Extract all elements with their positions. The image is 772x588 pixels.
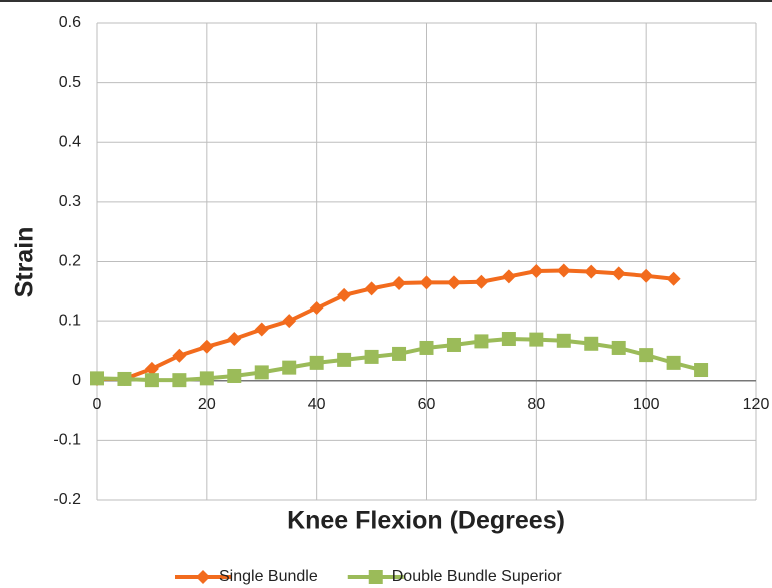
- data-point: [446, 275, 461, 290]
- data-point: [254, 365, 269, 380]
- data-point: [337, 287, 352, 302]
- data-point: [639, 268, 654, 283]
- data-point: [282, 314, 297, 329]
- x-tick-label: 80: [527, 396, 545, 413]
- x-tick-label: 120: [743, 396, 770, 413]
- series-line: [97, 268, 674, 381]
- data-point: [419, 275, 434, 290]
- legend-marker: [368, 570, 383, 584]
- x-tick-label: 40: [308, 396, 326, 413]
- data-point: [584, 264, 599, 279]
- data-point: [309, 301, 324, 316]
- y-tick-label: 0.6: [59, 14, 81, 31]
- x-tick-label: 100: [633, 396, 660, 413]
- data-point: [227, 332, 242, 347]
- legend-label: Double Bundle Superior: [392, 568, 563, 585]
- y-tick-label: 0: [72, 372, 81, 389]
- data-point: [392, 346, 407, 361]
- data-point: [529, 264, 544, 279]
- legend-label: Single Bundle: [219, 568, 318, 585]
- y-tick-label: 0.5: [59, 74, 81, 91]
- legend-marker: [196, 570, 210, 584]
- data-point: [144, 361, 159, 376]
- data-point: [144, 373, 159, 388]
- data-point: [556, 333, 571, 348]
- data-point: [282, 360, 297, 375]
- x-tick-label: 0: [93, 396, 102, 413]
- y-tick-label: 0.3: [59, 193, 81, 210]
- data-point: [611, 340, 626, 355]
- data-point: [611, 266, 626, 281]
- x-axis-label: Knee Flexion (Degrees): [287, 507, 565, 535]
- y-tick-label: -0.2: [53, 491, 81, 508]
- data-point: [419, 340, 434, 355]
- data-point: [556, 263, 571, 278]
- data-point: [584, 336, 599, 351]
- x-tick-label: 20: [198, 396, 216, 413]
- data-point: [666, 271, 681, 286]
- y-tick-label: 0.2: [59, 253, 81, 270]
- y-axis-label: Strain: [11, 227, 39, 298]
- data-point: [639, 348, 654, 363]
- data-point: [364, 349, 379, 364]
- data-point: [474, 334, 489, 349]
- data-point: [199, 371, 214, 386]
- data-point: [199, 339, 214, 354]
- data-point: [501, 332, 516, 347]
- data-point: [364, 281, 379, 296]
- y-tick-label: 0.1: [59, 312, 81, 329]
- y-tick-label: -0.1: [53, 432, 81, 449]
- data-point: [666, 355, 681, 370]
- data-point: [90, 371, 104, 386]
- data-point: [172, 348, 187, 363]
- data-point: [474, 274, 489, 289]
- data-point: [694, 363, 709, 378]
- data-point: [172, 373, 187, 388]
- data-point: [501, 269, 516, 284]
- data-point: [117, 371, 132, 386]
- data-point: [254, 322, 269, 337]
- data-point: [529, 332, 544, 347]
- x-tick-label: 60: [418, 396, 436, 413]
- data-point: [392, 275, 407, 290]
- data-point: [446, 337, 461, 352]
- data-point: [337, 352, 352, 367]
- data-point: [227, 368, 242, 383]
- data-point: [309, 355, 324, 370]
- y-tick-label: 0.4: [59, 133, 81, 150]
